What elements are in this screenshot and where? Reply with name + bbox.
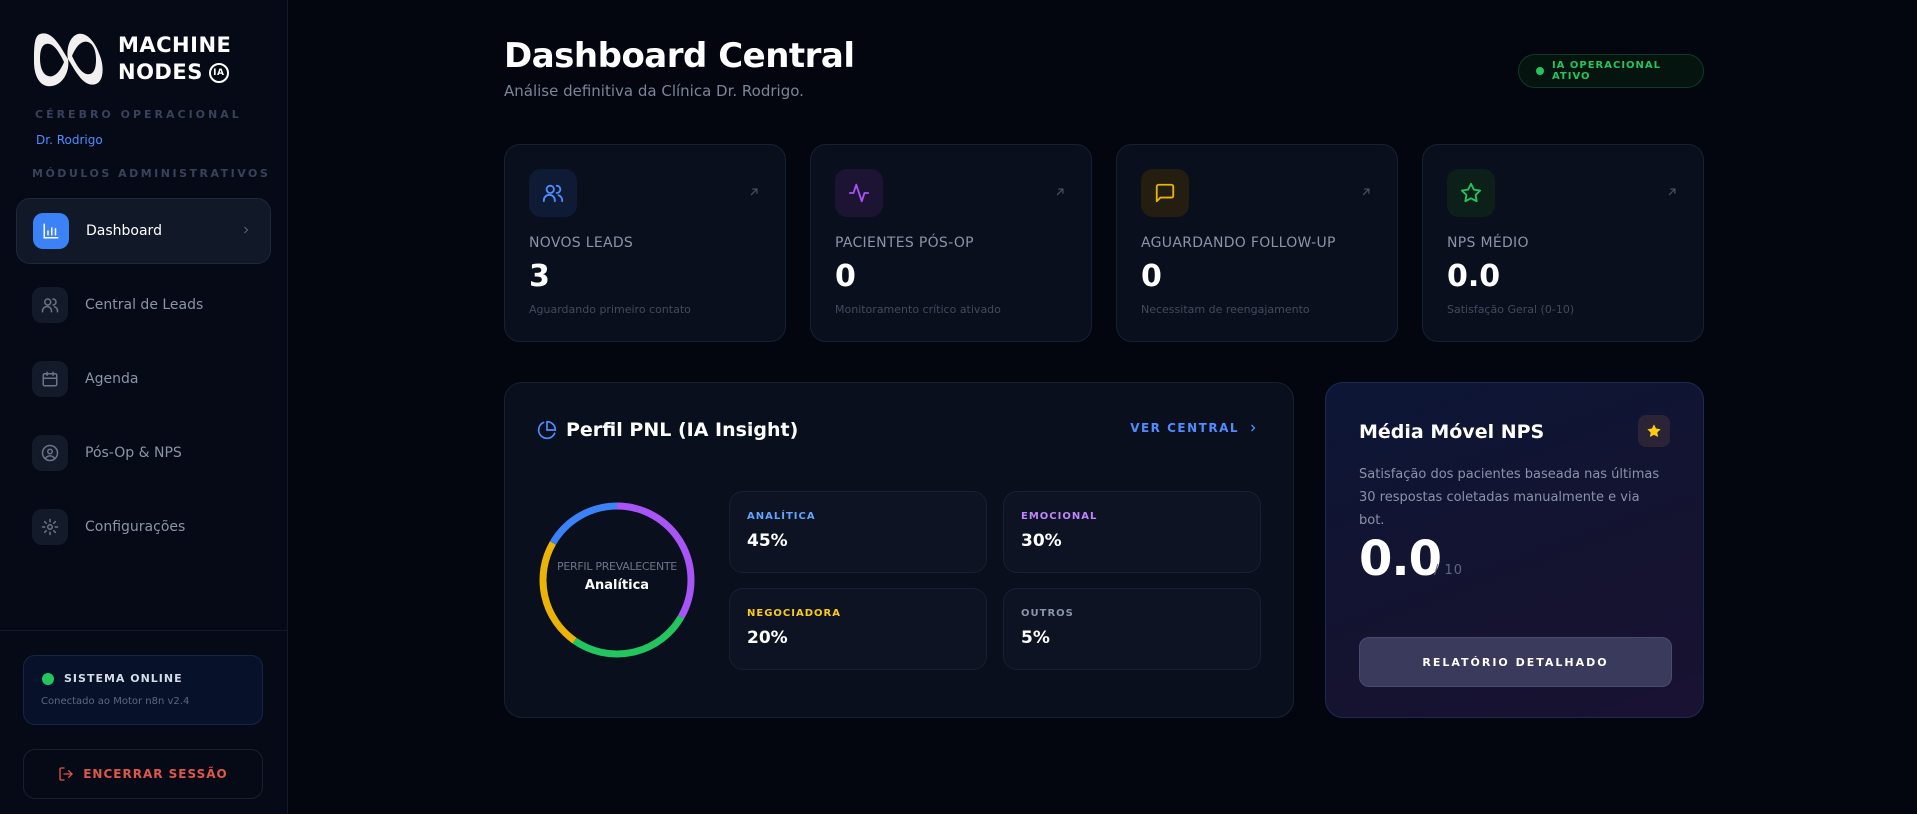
sidebar-nav: Dashboard Central de Leads Agenda Pós-Op…	[16, 198, 271, 568]
sidebar-item-dashboard[interactable]: Dashboard	[16, 198, 271, 264]
pnl-tile-emocional[interactable]: EMOCIONAL 30%	[1003, 491, 1261, 573]
modules-label: MÓDULOS ADMINISTRATIVOS	[32, 167, 271, 180]
nps-description: Satisfação dos pacientes baseada nas últ…	[1359, 467, 1660, 528]
ia-status-label: IA OPERACIONAL ATIVO	[1551, 60, 1662, 82]
stat-subtitle: Necessitam de reengajamento	[1141, 303, 1310, 316]
stat-card-follow-up[interactable]: AGUARDANDO FOLLOW-UP 0 Necessitam de ree…	[1116, 144, 1398, 342]
brain-label: CÉREBRO OPERACIONAL	[35, 108, 242, 121]
chevron-right-icon	[244, 226, 249, 234]
sidebar: MACHINE NODES IA CÉREBRO OPERACIONAL Dr.…	[0, 0, 288, 814]
brain-user: Dr. Rodrigo	[36, 133, 103, 147]
sidebar-item-agenda[interactable]: Agenda	[16, 346, 271, 412]
donut-segment-analitica	[549, 502, 618, 545]
tile-value: 20%	[747, 628, 788, 648]
sidebar-item-label: Configurações	[85, 519, 186, 535]
pnl-profile-card: Perfil PNL (IA Insight) VER CENTRAL PERF…	[504, 382, 1294, 718]
detailed-report-label: RELATÓRIO DETALHADO	[1422, 655, 1609, 669]
sidebar-item-label: Central de Leads	[85, 297, 204, 313]
stat-label: AGUARDANDO FOLLOW-UP	[1141, 235, 1336, 251]
bar-chart-icon	[33, 213, 69, 249]
sidebar-item-label: Pós-Op & NPS	[85, 445, 182, 461]
donut-value: Analítica	[584, 578, 650, 593]
status-subtitle: Conectado ao Motor n8n v2.4	[41, 696, 190, 707]
stat-value: 0	[835, 259, 856, 294]
stat-subtitle: Aguardando primeiro contato	[529, 303, 691, 316]
arrow-up-right-icon[interactable]	[747, 185, 761, 199]
stat-card-pos-op[interactable]: PACIENTES PÓS-OP 0 Monitoramento crítico…	[810, 144, 1092, 342]
pie-chart-icon	[537, 420, 557, 440]
message-icon	[1141, 169, 1189, 217]
star-icon	[1447, 169, 1495, 217]
stat-value: 0	[1141, 259, 1162, 294]
sidebar-item-settings[interactable]: Configurações	[16, 494, 271, 560]
pnl-tile-negociadora[interactable]: NEGOCIADORA 20%	[729, 588, 987, 670]
status-dot-icon	[1536, 67, 1544, 75]
stat-card-leads[interactable]: NOVOS LEADS 3 Aguardando primeiro contat…	[504, 144, 786, 342]
logo-line2: NODES	[118, 60, 203, 84]
sidebar-item-pos-op[interactable]: Pós-Op & NPS	[16, 420, 271, 486]
stat-label: NOVOS LEADS	[529, 235, 634, 251]
pnl-donut-chart	[539, 502, 695, 658]
chevron-right-icon	[1251, 424, 1256, 432]
arrow-up-right-icon[interactable]	[1665, 185, 1679, 199]
tile-label: OUTROS	[1021, 608, 1074, 619]
donut-segment-outros	[572, 615, 685, 658]
activity-icon	[835, 169, 883, 217]
detailed-report-button[interactable]: RELATÓRIO DETALHADO	[1359, 637, 1672, 687]
sidebar-item-label: Dashboard	[86, 223, 162, 239]
sidebar-item-label: Agenda	[85, 371, 139, 387]
logout-label: ENCERRAR SESSÃO	[83, 767, 228, 781]
tile-value: 5%	[1021, 628, 1050, 648]
pnl-tile-analitica[interactable]: ANALÍTICA 45%	[729, 491, 987, 573]
logo[interactable]: MACHINE NODES IA	[30, 26, 231, 92]
ia-badge: IA	[208, 62, 229, 83]
tile-label: NEGOCIADORA	[747, 608, 841, 619]
system-status-card: SISTEMA ONLINE Conectado ao Motor n8n v2…	[23, 655, 263, 725]
users-icon	[529, 169, 577, 217]
logout-button[interactable]: ENCERRAR SESSÃO	[23, 749, 263, 799]
status-dot-icon	[42, 673, 54, 685]
star-icon	[1638, 415, 1670, 447]
donut-segment-emocional	[616, 502, 695, 619]
user-circle-icon	[32, 435, 68, 471]
logo-line1: MACHINE	[118, 33, 232, 57]
sidebar-divider	[0, 630, 288, 631]
view-central-link[interactable]: VER CENTRAL	[1130, 421, 1259, 435]
gear-icon	[32, 509, 68, 545]
pnl-tile-outros[interactable]: OUTROS 5%	[1003, 588, 1261, 670]
tile-value: 45%	[747, 531, 788, 551]
donut-segment-negociadora	[539, 541, 577, 644]
nps-max: / 10	[1434, 563, 1464, 578]
logo-text: MACHINE NODES IA	[118, 32, 231, 86]
nps-moving-average-card: Média Móvel NPS Satisfação dos pacientes…	[1325, 382, 1704, 718]
stat-subtitle: Monitoramento crítico ativado	[835, 303, 1001, 316]
infinity-logo-icon	[34, 33, 103, 87]
stat-card-nps[interactable]: NPS MÉDIO 0.0 Satisfação Geral (0-10)	[1422, 144, 1704, 342]
arrow-up-right-icon[interactable]	[1053, 185, 1067, 199]
stat-label: PACIENTES PÓS-OP	[835, 235, 974, 251]
logout-icon	[59, 767, 74, 781]
ia-status-badge: IA OPERACIONAL ATIVO	[1518, 54, 1704, 88]
donut-label: PERFIL PREVALECENTE	[557, 560, 677, 573]
page-title: Dashboard Central	[504, 36, 855, 76]
calendar-icon	[32, 361, 68, 397]
stat-value: 0.0	[1447, 259, 1501, 294]
arrow-up-right-icon[interactable]	[1359, 185, 1373, 199]
status-title: SISTEMA ONLINE	[64, 672, 183, 685]
stat-value: 3	[529, 259, 550, 294]
nps-value: 0.0	[1359, 531, 1442, 587]
stat-subtitle: Satisfação Geral (0-10)	[1447, 303, 1575, 316]
page-subtitle: Análise definitiva da Clínica Dr. Rodrig…	[504, 82, 804, 100]
nps-title: Média Móvel NPS	[1359, 421, 1545, 443]
tile-label: EMOCIONAL	[1021, 511, 1098, 522]
view-central-label: VER CENTRAL	[1130, 421, 1239, 435]
tile-value: 30%	[1021, 531, 1062, 551]
stat-label: NPS MÉDIO	[1447, 235, 1529, 251]
pnl-title: Perfil PNL (IA Insight)	[566, 419, 799, 441]
users-icon	[32, 287, 68, 323]
tile-label: ANALÍTICA	[747, 511, 816, 522]
sidebar-item-leads[interactable]: Central de Leads	[16, 272, 271, 338]
